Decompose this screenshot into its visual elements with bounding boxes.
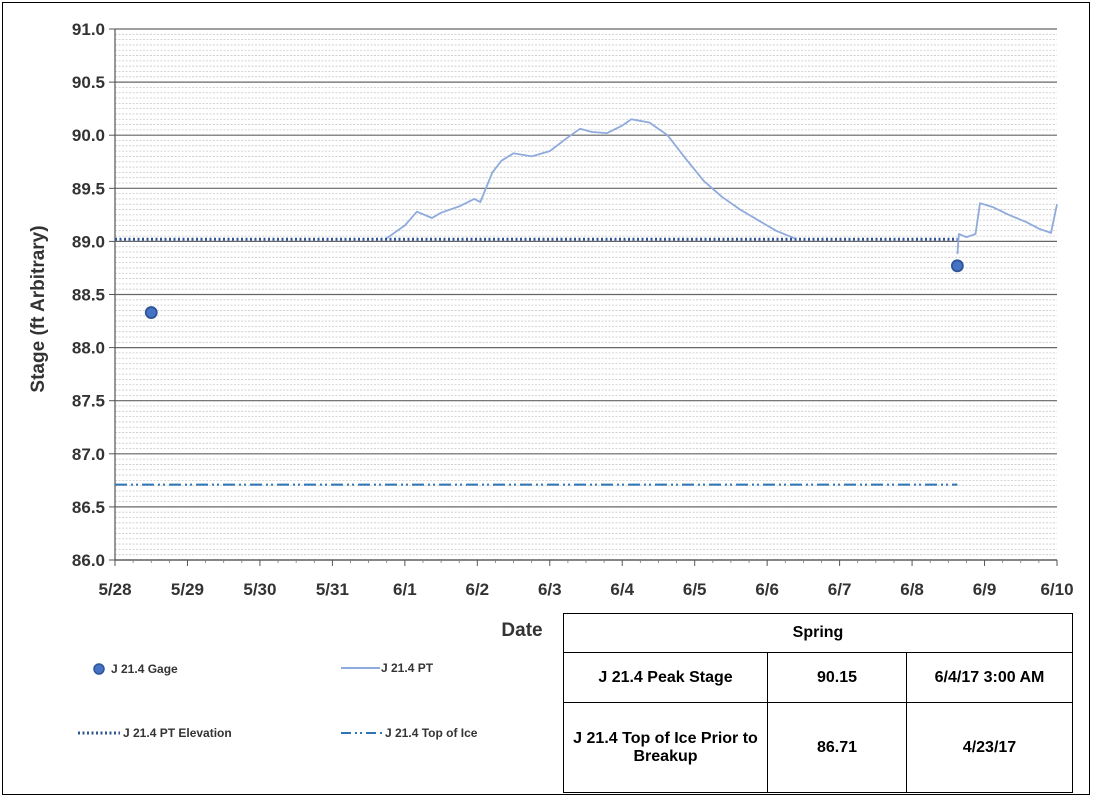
x-tick-label: 6/5 (683, 580, 707, 599)
x-tick-label: 5/29 (171, 580, 204, 599)
y-tick-label: 89.5 (72, 179, 105, 198)
y-axis-ticks: 86.0 86.5 87.0 87.5 88.0 88.5 89.0 89.5 90.0 90.5… (72, 20, 115, 570)
legend-label-top-of-ice: J 21.4 Top of Ice (385, 726, 478, 740)
x-axis-ticks: 5/28 5/29 5/30 5/31 6/1 6/2 6/3 6/4 6/5 6/6 6/7 6/8… (98, 560, 1074, 599)
x-tick-label: 6/2 (465, 580, 489, 599)
row-label: J 21.4 Peak Stage (563, 651, 768, 704)
legend: J 21.4 Gage J 21.4 PT J 21.4 PT Elevatio… (78, 661, 478, 740)
legend-label-pt: J 21.4 PT (381, 661, 434, 675)
legend-label-pt-elevation: J 21.4 PT Elevation (123, 726, 232, 740)
legend-label-gage: J 21.4 Gage (111, 662, 178, 676)
x-tick-label: 5/30 (243, 580, 276, 599)
j-21-4-pt-line (386, 118, 795, 240)
x-tick-label: 6/4 (610, 580, 634, 599)
x-tick-label: 6/1 (393, 580, 417, 599)
gage-point (144, 306, 158, 319)
y-tick-label: 87.0 (72, 445, 105, 464)
row-date: 4/23/17 (906, 702, 1073, 793)
y-tick-label: 86.0 (72, 551, 105, 570)
gage-point (950, 259, 964, 273)
x-axis-title: Date (501, 620, 542, 641)
x-tick-label: 5/28 (98, 580, 131, 599)
y-tick-label: 88.5 (72, 286, 105, 305)
y-tick-label: 87.5 (72, 392, 105, 411)
table-row: J 21.4 Peak Stage 90.15 6/4/17 3:00 AM (563, 651, 1073, 704)
row-date: 6/4/17 3:00 AM (906, 651, 1073, 704)
table-header-row: Spring (563, 613, 1073, 653)
row-label: J 21.4 Top of Ice Prior to Breakup (563, 702, 768, 793)
table-row: J 21.4 Top of Ice Prior to Breakup 86.71… (563, 702, 1073, 793)
row-value: 86.71 (767, 702, 907, 793)
y-tick-label: 90.5 (72, 73, 105, 92)
x-tick-label: 6/10 (1040, 580, 1073, 599)
legend-item-top-of-ice: J 21.4 Top of Ice (341, 726, 478, 740)
legend-item-gage: J 21.4 Gage (93, 662, 178, 676)
x-tick-label: 6/3 (538, 580, 562, 599)
legend-marker-gage (93, 663, 105, 675)
y-tick-label: 86.5 (72, 498, 105, 517)
x-tick-label: 6/9 (973, 580, 997, 599)
x-tick-label: 5/31 (316, 580, 349, 599)
x-tick-label: 6/6 (755, 580, 779, 599)
y-tick-label: 88.0 (72, 339, 105, 358)
x-tick-label: 6/8 (900, 580, 924, 599)
y-axis-title: Stage (ft Arbitrary) (28, 225, 49, 392)
table-header: Spring (563, 613, 1073, 653)
y-tick-label: 90.0 (72, 126, 105, 145)
x-tick-label: 6/7 (828, 580, 852, 599)
series-layer (115, 118, 1058, 486)
summary-table: Spring J 21.4 Peak Stage 90.15 6/4/17 3:… (563, 613, 1073, 793)
legend-item-pt: J 21.4 PT (341, 661, 434, 675)
row-value: 90.15 (767, 651, 907, 704)
y-tick-label: 89.0 (72, 232, 105, 251)
y-tick-label: 91.0 (72, 20, 105, 39)
j-21-4-pt-line (956, 202, 1058, 255)
legend-item-pt-elevation: J 21.4 PT Elevation (78, 726, 232, 740)
